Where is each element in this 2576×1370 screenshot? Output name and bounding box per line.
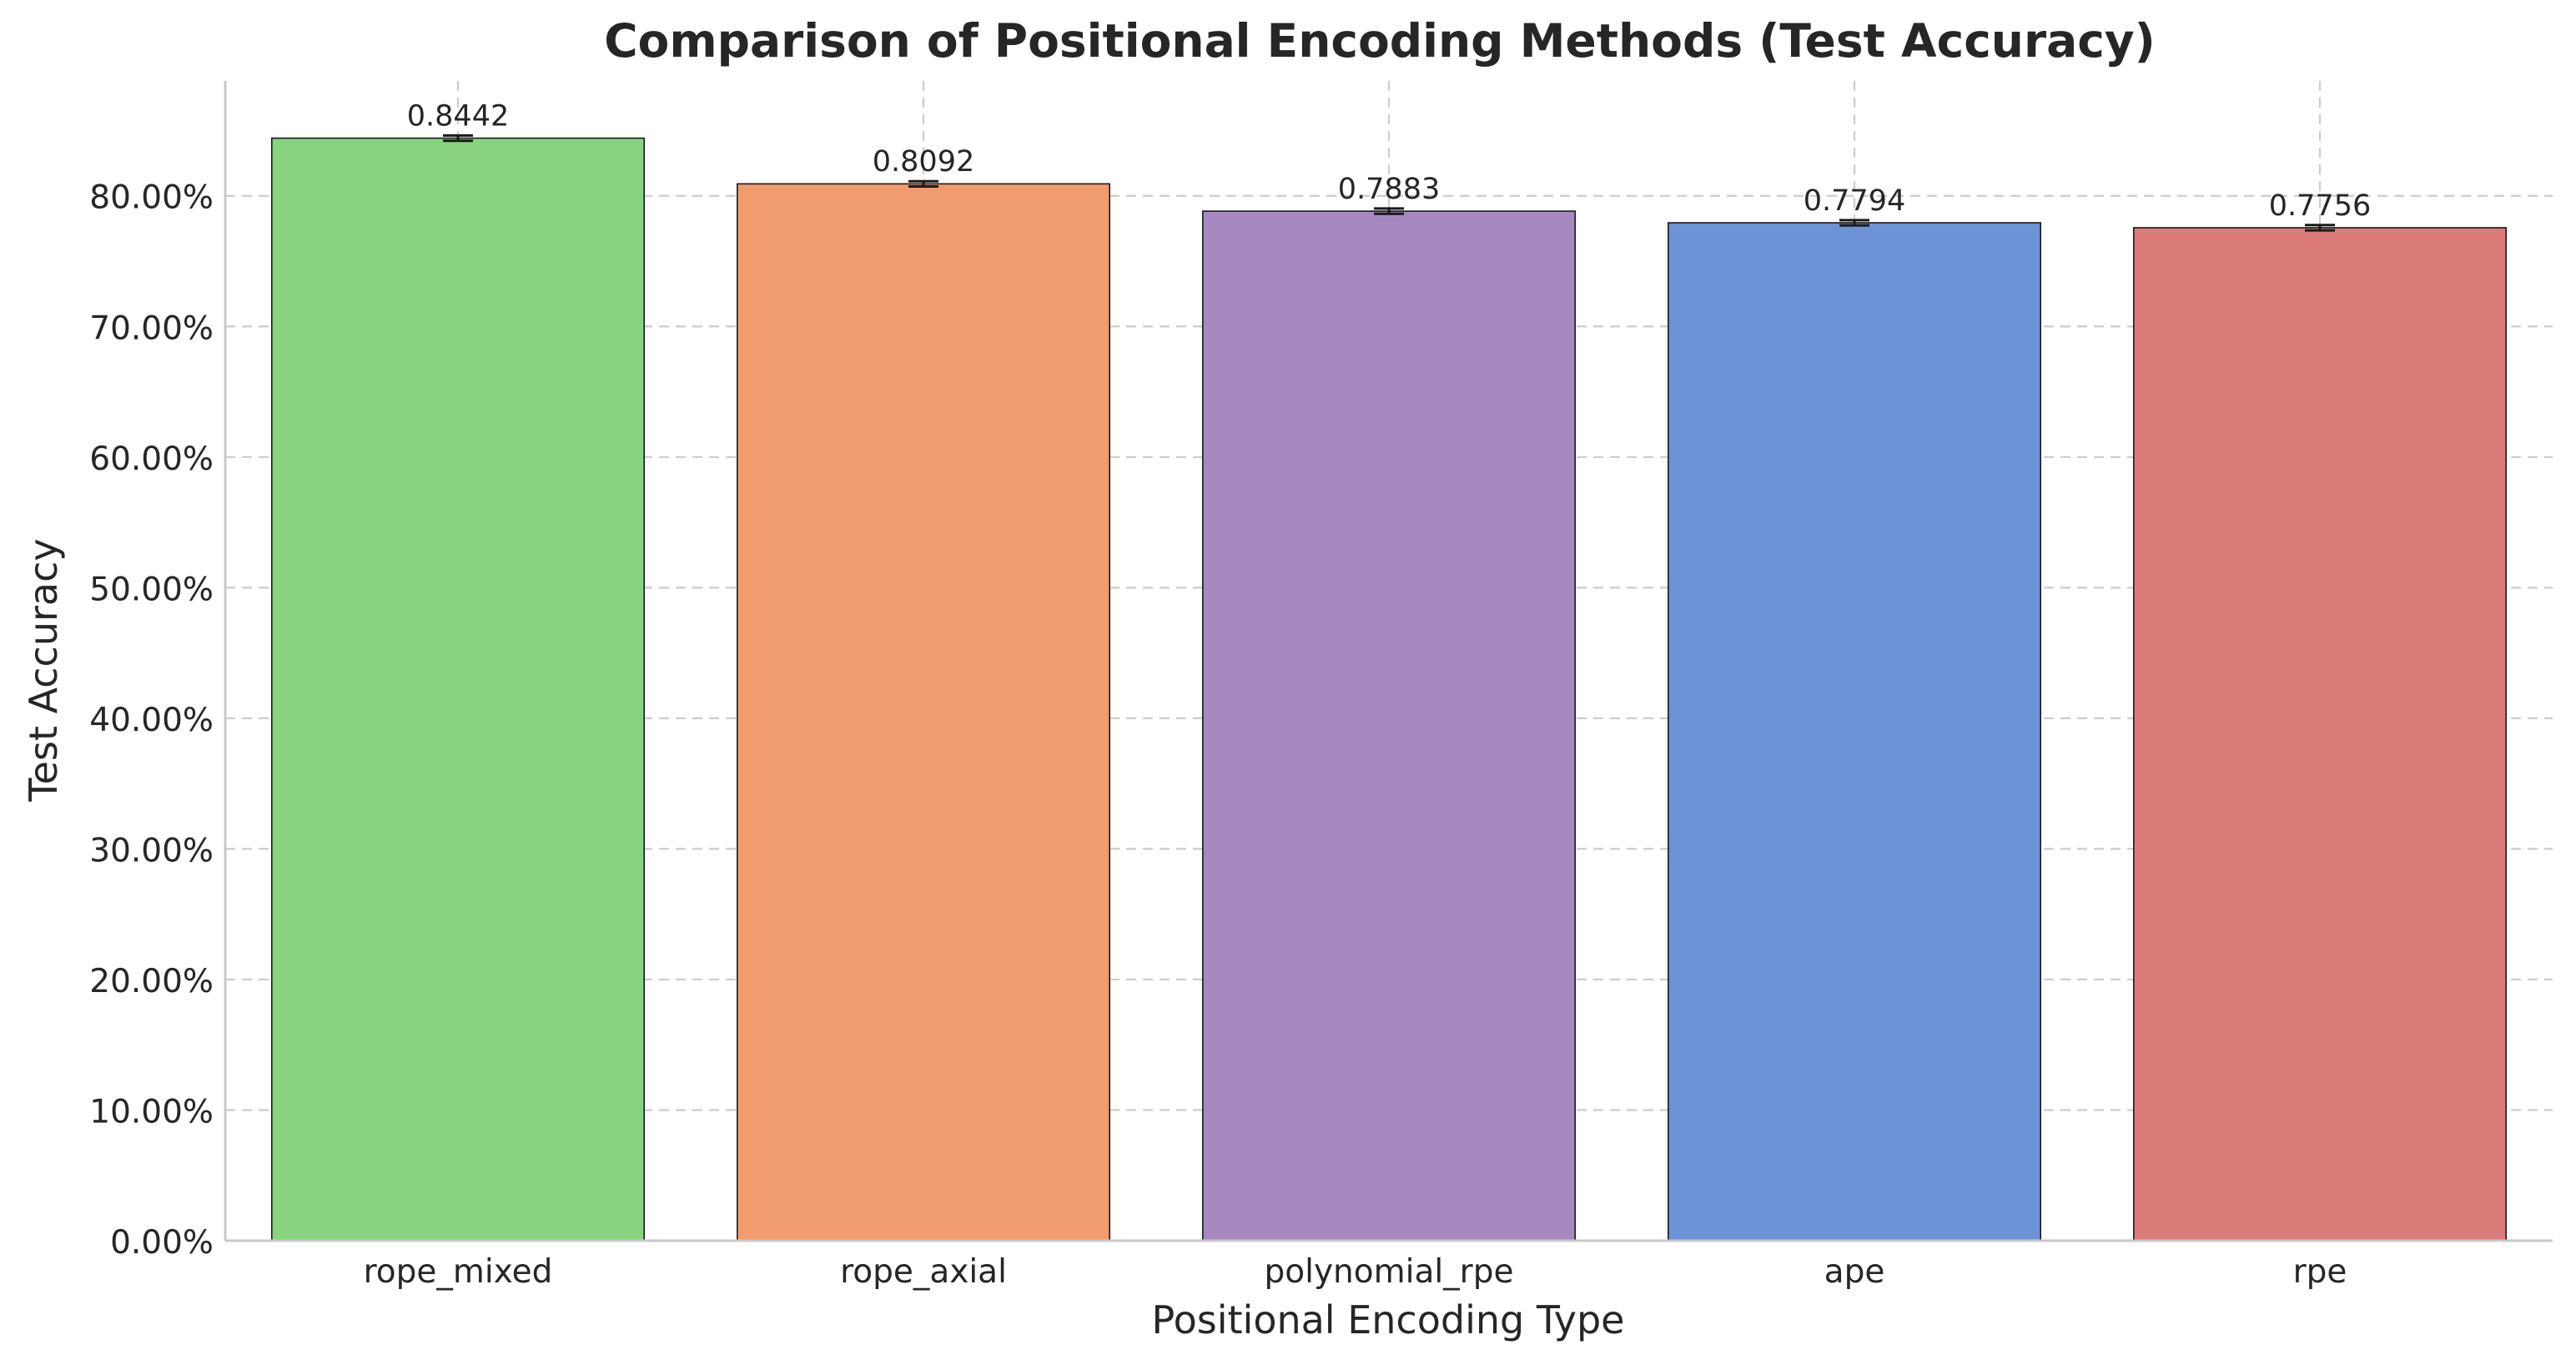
y-tick-label: 80.00% [89, 179, 214, 217]
y-tick-label: 50.00% [89, 571, 214, 608]
y-tick-label: 30.00% [89, 832, 214, 869]
y-axis-label: Test Accuracy [21, 538, 66, 802]
value-label-ape: 0.7794 [1804, 184, 1905, 218]
bar-rope_mixed [270, 137, 645, 1242]
value-label-rpe: 0.7756 [2269, 189, 2371, 223]
bar-rope_axial [736, 183, 1110, 1242]
y-tick-label: 40.00% [89, 702, 214, 739]
value-label-rope_mixed: 0.8442 [407, 99, 509, 133]
tick-labels: 0.00% 10.00% 20.00% 30.00% 40.00% 50.00% 60.00… [89, 179, 2347, 1291]
value-label-polynomial_rpe: 0.7883 [1338, 173, 1440, 206]
y-tick-label: 0.00% [110, 1224, 214, 1262]
x-tick-label-polynomial_rpe: polynomial_rpe [1265, 1253, 1514, 1291]
y-tick-label: 60.00% [89, 441, 214, 478]
x-axis-label: Positional Encoding Type [1152, 1297, 1625, 1342]
x-tick-label-rope_axial: rope_axial [840, 1253, 1007, 1291]
axes [224, 81, 2553, 1242]
bar-polynomial_rpe [1202, 210, 1577, 1242]
bar-rpe [2133, 227, 2508, 1242]
x-tick-label-ape: ape [1824, 1253, 1885, 1291]
data-labels: 0.8442 0.8092 0.7883 0.7794 0.7756 [407, 99, 2371, 222]
bars [270, 133, 2508, 1242]
chart-title: Comparison of Positional Encoding Method… [604, 14, 2156, 68]
y-tick-label: 20.00% [89, 963, 214, 1000]
y-tick-label: 10.00% [89, 1093, 214, 1131]
y-tick-label: 70.00% [89, 310, 214, 347]
value-label-rope_axial: 0.8092 [873, 145, 974, 179]
x-tick-label-rope_mixed: rope_mixed [364, 1253, 553, 1291]
bar-ape [1668, 222, 2042, 1242]
x-tick-label-rpe: rpe [2293, 1253, 2347, 1291]
